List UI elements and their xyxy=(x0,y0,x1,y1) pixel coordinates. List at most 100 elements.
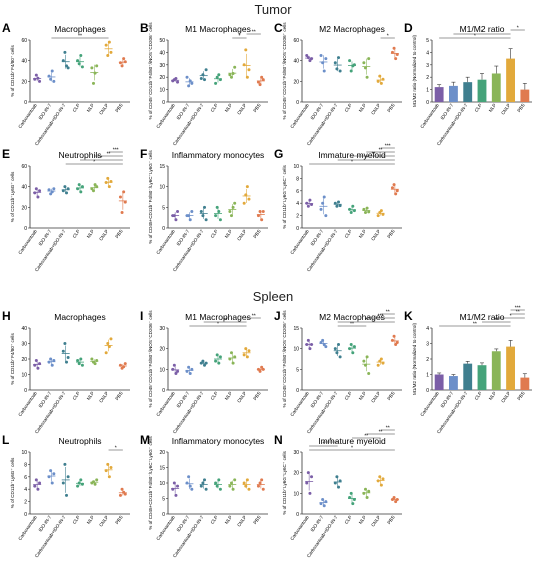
bar xyxy=(463,82,473,102)
y-tick-label: 10 xyxy=(293,491,299,497)
data-point xyxy=(49,192,53,196)
data-point xyxy=(95,185,99,189)
x-tick-label: Carboxantoab xyxy=(289,102,310,129)
data-point xyxy=(324,214,328,218)
significance-label: * xyxy=(474,34,476,40)
data-point xyxy=(228,484,232,488)
data-point xyxy=(106,462,110,466)
data-point xyxy=(80,482,84,486)
data-point xyxy=(335,67,339,71)
x-tick-label: CNLP xyxy=(98,391,109,404)
x-tick-label: IDO-IN-7 xyxy=(310,228,325,246)
data-point xyxy=(261,487,265,491)
y-tick-label: 60 xyxy=(21,164,27,170)
data-point xyxy=(91,189,95,193)
data-point xyxy=(349,491,353,495)
y-tick-label: 50 xyxy=(159,38,165,44)
panel-title: Inflammatory monocytes xyxy=(172,436,265,446)
y-tick-label: 6 xyxy=(24,475,27,481)
x-tick-label: NLP xyxy=(224,391,233,401)
data-point xyxy=(171,367,175,371)
data-point xyxy=(261,367,265,371)
data-point xyxy=(107,345,111,349)
data-point xyxy=(365,206,369,210)
panel-letter: A xyxy=(2,21,11,35)
panel-J: J M2 Macrophages 0 5 10 15 % of CD45⁺CD11b⁺F4/… xyxy=(274,309,402,434)
x-tick-label: Carboxantoab xyxy=(155,514,176,541)
y-tick-label: 15 xyxy=(159,164,165,170)
data-point xyxy=(122,365,126,369)
data-point xyxy=(174,493,178,497)
bar xyxy=(520,89,530,102)
data-point xyxy=(245,75,249,79)
significance-label: * xyxy=(330,438,332,444)
data-point xyxy=(104,351,108,355)
data-point xyxy=(233,65,237,69)
data-point xyxy=(392,183,396,187)
data-point xyxy=(34,359,38,363)
x-tick-label: IDO-IN-7 xyxy=(310,102,325,120)
data-point xyxy=(36,195,40,199)
data-point xyxy=(242,353,246,357)
y-tick-label: 40 xyxy=(21,326,27,332)
panel-G: G Immature myeloid 0 2 4 6 8 10 % of CD11b⁺Ly6G⁺… xyxy=(274,144,402,272)
data-point xyxy=(174,218,178,222)
data-point xyxy=(76,59,80,63)
data-point xyxy=(229,351,233,355)
x-tick-label: CNLP xyxy=(98,515,109,528)
x-tick-label: Carboxantoab xyxy=(289,390,310,417)
panel-F: F Inflammatory monocytes 0 5 10 15 % of CD45+C… xyxy=(140,147,268,272)
data-point xyxy=(91,480,95,484)
data-point xyxy=(352,498,356,502)
y-tick-label: 30 xyxy=(159,326,165,332)
data-point xyxy=(322,504,326,508)
data-point xyxy=(348,495,352,499)
y-tick-label: 0 xyxy=(162,388,165,394)
data-point xyxy=(106,54,110,57)
data-point xyxy=(122,57,126,61)
data-point xyxy=(363,66,367,70)
x-tick-label: NLP xyxy=(86,229,95,239)
y-tick-label: 1 xyxy=(426,373,429,379)
data-point xyxy=(231,71,235,75)
significance-label: ** xyxy=(107,152,111,158)
x-tick-label: NLP xyxy=(488,103,497,113)
data-point xyxy=(123,362,127,366)
data-point xyxy=(107,40,111,44)
data-point xyxy=(215,75,219,79)
data-point xyxy=(394,57,398,61)
significance-label: * xyxy=(365,318,367,324)
data-point xyxy=(61,481,65,485)
data-point xyxy=(91,81,95,85)
data-point xyxy=(376,363,380,367)
data-point xyxy=(215,484,219,488)
significance-label: ** xyxy=(350,322,354,328)
data-point xyxy=(109,50,113,54)
data-point xyxy=(120,64,124,68)
data-point xyxy=(376,479,380,483)
x-tick-label: IDO-IN-7 xyxy=(440,102,455,120)
data-point xyxy=(242,481,246,485)
data-point xyxy=(367,210,371,214)
x-tick-label: NLP xyxy=(358,515,367,525)
y-tick-label: 10 xyxy=(293,347,299,353)
x-tick-label: NLP xyxy=(224,229,233,239)
x-tick-label: Carboxantoab xyxy=(17,228,38,255)
x-tick-label: Carboxantoab xyxy=(17,102,38,129)
y-tick-label: 15 xyxy=(293,326,299,332)
data-point xyxy=(217,478,221,482)
data-point xyxy=(390,50,394,54)
data-point xyxy=(378,359,382,363)
y-tick-label: 30 xyxy=(21,342,27,348)
data-point xyxy=(395,498,399,502)
y-tick-label: 0 xyxy=(296,512,299,518)
y-axis-label: % of CD11b⁺F4/80⁺ cells xyxy=(10,45,15,97)
y-axis-label: % of CD45⁺CD11b⁺F4/80⁺/iNOS⁺CD206⁻ cells xyxy=(148,22,153,120)
data-point xyxy=(362,359,366,363)
x-tick-label: CLP xyxy=(210,229,219,239)
x-tick-label: IDO-IN-7 xyxy=(176,228,191,246)
data-point xyxy=(118,61,122,65)
data-point xyxy=(33,191,37,195)
bar xyxy=(491,73,501,102)
